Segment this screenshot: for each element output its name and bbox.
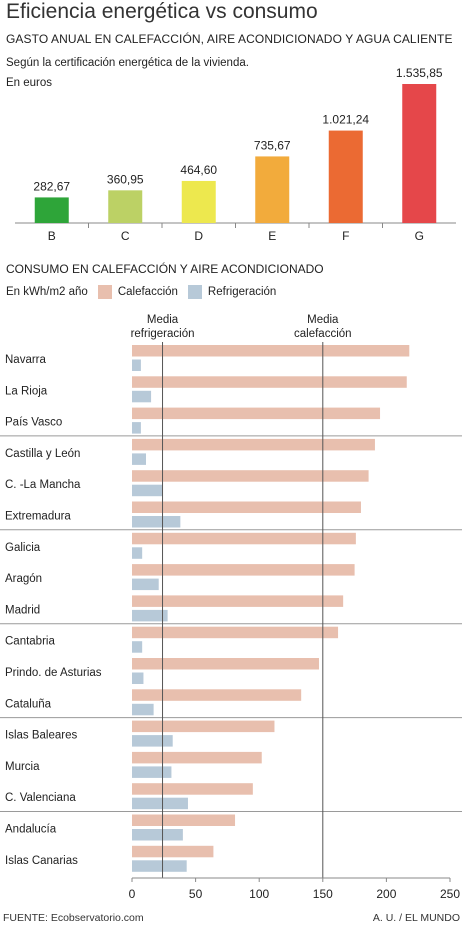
heating-bar [132,532,356,545]
chart1-category-label: B [48,229,56,243]
region-label: C. Valenciana [5,792,76,804]
source-credit: FUENTE: Ecobservatorio.com [3,912,144,924]
chart1-value-label: 735,67 [254,138,291,152]
heating-bar [132,501,361,513]
legend-cooling-swatch [187,285,202,299]
region-label: Islas Baleares [5,730,77,742]
heating-bar [132,783,253,795]
chart1-bar [34,197,69,223]
author-credit: A. U. / EL MUNDO [372,912,460,924]
cooling-bar [132,703,154,716]
chart1-bar [108,190,143,223]
media-calefaccion-label: Media [307,314,339,326]
heating-bar [132,626,339,639]
chart1-subtitle: GASTO ANUAL EN CALEFACCIÓN, AIRE ACONDIC… [6,32,453,46]
region-label: Andalucía [5,824,57,836]
chart1-bar [181,180,216,223]
chart1-value-label: 282,67 [33,179,70,193]
media-refrigeracion-label: Media [147,314,179,326]
heating-bar [132,814,236,826]
cooling-bar [132,641,143,653]
region-label: País Vasco [5,417,62,429]
heating-bar [132,751,262,764]
heating-bar [132,720,275,733]
chart1-category-label: E [268,229,276,243]
legend-cooling-label: Refrigeración [207,286,277,298]
heating-bar [132,564,355,576]
legend-heating-swatch [97,285,112,299]
region-label: C. -La Mancha [5,479,81,491]
cooling-bar [132,735,173,747]
cooling-bar [132,766,172,778]
cooling-bar [132,672,144,684]
cooling-bar [132,547,143,559]
region-label: Madrid [5,604,40,616]
heating-bar [132,689,302,701]
region-label: Navarra [5,354,47,366]
chart2-x-tick-label: 100 [249,887,269,901]
region-label: Castilla y León [5,448,80,460]
region-label: Aragón [5,573,42,585]
cooling-bar [132,453,146,465]
heating-bar [132,407,381,420]
chart2-legend: En kWh/m2 año Calefacción Refrigeración [6,285,276,299]
region-label: Islas Canarias [5,855,78,867]
cooling-bar [132,860,187,872]
cooling-bar [132,829,183,841]
chart1-value-label: 1.535,85 [396,66,443,80]
chart1-value-label: 360,95 [107,172,144,186]
region-label: Extremadura [5,511,71,523]
cooling-bar [132,359,141,371]
heating-bar [132,470,369,482]
cooling-bar [132,797,188,810]
legend-heating-label: Calefacción [117,286,178,298]
region-label: Prindo. de Asturias [5,667,102,679]
chart1-value-label: 1.021,24 [322,113,369,127]
chart2-x-tick-label: 50 [189,887,203,901]
cooling-bar [132,609,168,622]
region-label: Cataluña [5,698,52,710]
energy-cost-bar-chart: 282,67 B 360,95 C 464,60 D 735,67 E 1.021,24 F 1.5… [15,66,456,243]
heating-bar [132,438,375,451]
page-title: Eficiencia energética vs consumo [6,0,318,23]
heating-bar [132,595,344,607]
chart1-units: En euros [6,77,53,89]
cooling-bar [132,390,152,403]
chart2-x-tick-label: 200 [376,887,396,901]
chart1-value-label: 464,60 [180,163,217,177]
cooling-bar [132,422,141,434]
chart1-category-label: C [121,229,130,243]
media-calefaccion-label: calefacción [294,328,352,340]
region-label: Murcia [5,761,40,773]
chart2-x-tick-label: 150 [313,887,333,901]
region-label: Galicia [5,542,41,554]
cooling-bar [132,484,163,497]
heating-bar [132,845,214,858]
cooling-bar [132,578,159,591]
chart1-category-label: D [194,229,203,243]
heating-bar [132,345,410,357]
region-label: Cantabria [5,636,55,648]
chart2-units: En kWh/m2 año [6,286,88,298]
chart2-subtitle: CONSUMO EN CALEFACCIÓN Y AIRE ACONDICION… [6,262,324,276]
chart1-bar [402,84,437,223]
chart1-category-label: F [342,229,349,243]
chart1-note: Según la certificación energética de la … [6,57,249,69]
heating-bar [132,376,407,388]
chart1-bar [255,156,290,223]
chart1-category-label: G [415,229,424,243]
region-label: La Rioja [5,385,48,397]
chart2-x-tick-label: 0 [129,887,136,901]
media-refrigeracion-label: refrigeración [131,328,195,340]
chart2-x-tick-label: 250 [440,887,460,901]
heating-bar [132,658,319,670]
cooling-bar [132,516,181,528]
chart1-bar [328,130,363,223]
